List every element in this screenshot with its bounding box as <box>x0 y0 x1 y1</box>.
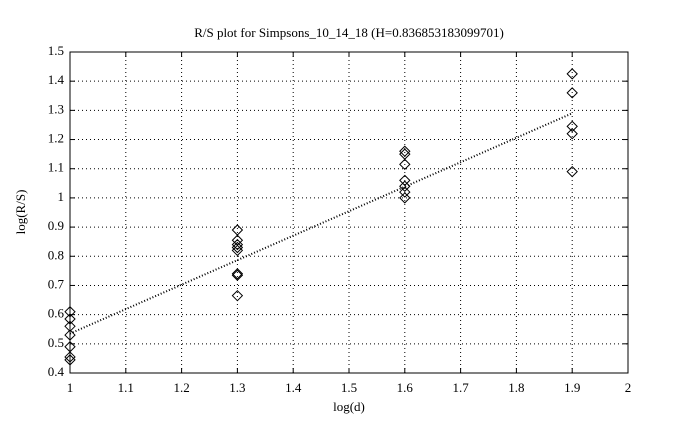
marker <box>231 268 244 280</box>
marker <box>399 174 411 187</box>
y-tick-label: 0.7 <box>48 276 65 291</box>
marker <box>64 351 76 363</box>
x-tick-label: 1.2 <box>173 380 189 395</box>
x-tick-label: 1.1 <box>118 380 134 395</box>
marker <box>64 313 76 325</box>
y-tick-label: 1.1 <box>48 160 64 175</box>
plot-frame <box>69 51 629 374</box>
marker <box>231 224 244 236</box>
x-tick-label: 1.5 <box>341 380 357 395</box>
marker <box>231 289 244 302</box>
y-tick-label: 0.4 <box>48 364 65 379</box>
marker <box>399 148 411 160</box>
y-tick-label: 1.2 <box>48 131 64 146</box>
marker <box>64 306 76 318</box>
y-tick-label: 0.9 <box>48 218 64 233</box>
x-tick-label: 1.4 <box>285 380 302 395</box>
x-tick-label: 1.8 <box>508 380 524 395</box>
y-tick-label: 0.8 <box>48 247 64 262</box>
x-tick-label: 1.7 <box>452 380 469 395</box>
marker <box>399 158 411 171</box>
x-tick-label: 1.9 <box>564 380 580 395</box>
y-tick-label: 1 <box>58 189 65 204</box>
marker <box>566 128 578 140</box>
marker <box>231 241 244 254</box>
marker <box>566 87 578 99</box>
marker <box>64 354 76 366</box>
x-tick-label: 1.3 <box>229 380 245 395</box>
marker <box>399 186 411 198</box>
y-tick-label: 1.3 <box>48 101 64 116</box>
marker <box>399 145 411 157</box>
marker <box>64 320 76 333</box>
y-tick-label: 1.5 <box>48 43 64 58</box>
x-axis-label: log(d) <box>333 399 365 414</box>
marker <box>231 244 244 257</box>
marker <box>566 120 578 133</box>
marker <box>566 165 578 178</box>
y-tick-label: 0.6 <box>48 306 65 321</box>
marker <box>566 68 578 80</box>
y-tick-label: 0.5 <box>48 335 64 350</box>
x-tick-label: 1 <box>67 380 74 395</box>
y-tick-label: 1.4 <box>48 72 65 87</box>
marker <box>231 269 244 281</box>
marker <box>399 192 411 204</box>
marker <box>64 329 76 341</box>
y-axis-label: log(R/S) <box>13 190 28 235</box>
x-tick-label: 1.6 <box>397 380 414 395</box>
x-tick-label: 2 <box>625 380 632 395</box>
fit-line <box>69 112 573 335</box>
marker <box>231 238 244 251</box>
chart-title: R/S plot for Simpsons_10_14_18 (H=0.8368… <box>194 25 504 40</box>
